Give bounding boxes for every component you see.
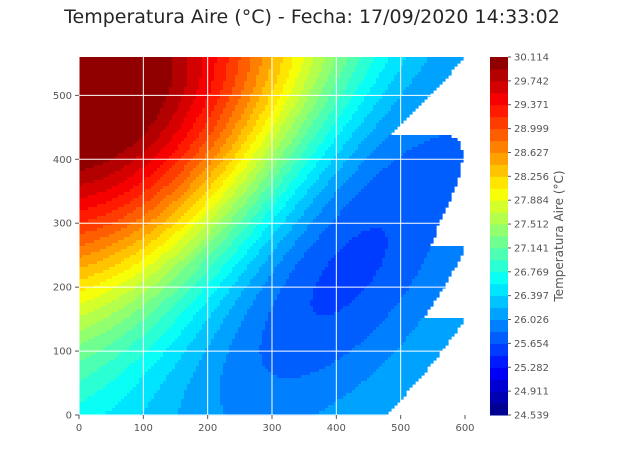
colorbar-segment [490, 116, 508, 130]
colorbar-segment [490, 152, 508, 165]
colorbar-segment [490, 224, 508, 237]
y-tick-label: 200 [53, 283, 72, 294]
colorbar-segment [490, 391, 508, 404]
colorbar-tick-label: 25.654 [514, 339, 549, 350]
x-axis: 0 100 200 300 400 500 600 [76, 415, 475, 434]
colorbar-segment [490, 212, 508, 225]
chart-title: Temperatura Aire (°C) - Fecha: 17/09/202… [64, 6, 560, 28]
colorbar-segment [490, 80, 508, 94]
x-tick-label: 100 [134, 423, 153, 434]
contour-field [79, 57, 464, 416]
colorbar-tick-label: 26.769 [514, 267, 549, 278]
colorbar-segment [490, 379, 508, 392]
colorbar-segment [490, 188, 508, 201]
colorbar-tick-label: 26.026 [514, 315, 549, 326]
colorbar-segment [490, 92, 508, 106]
y-tick-label: 300 [53, 219, 72, 230]
colorbar-tick-label: 27.512 [514, 220, 549, 231]
colorbar-segment [490, 164, 508, 177]
colorbar-tick-label: 27.141 [514, 243, 549, 254]
colorbar-label: Temperatura Aire (°C) [552, 170, 566, 302]
colorbar-segment [490, 200, 508, 213]
x-tick-label: 400 [327, 423, 346, 434]
colorbar-tick-label: 29.371 [514, 100, 549, 111]
colorbar-tick-label: 28.256 [514, 172, 549, 183]
x-tick-label: 0 [76, 423, 82, 434]
colorbar-tick-label: 26.397 [514, 291, 549, 302]
colorbar-segment [490, 295, 508, 309]
colorbar-tick-label: 29.742 [514, 76, 549, 87]
colorbar-segment [490, 307, 508, 321]
x-tick-label: 500 [391, 423, 410, 434]
colorbar-segment [490, 236, 508, 249]
colorbar-segment [490, 319, 508, 332]
colorbar-segment [490, 128, 508, 142]
colorbar-tick-label: 25.282 [514, 363, 549, 374]
colorbar-tick-label: 28.999 [514, 124, 549, 135]
y-axis: 0 100 200 300 400 500 [53, 91, 79, 422]
colorbar-segment [490, 104, 508, 118]
colorbar-segment [490, 176, 508, 189]
colorbar-segment [490, 271, 508, 285]
y-tick-label: 100 [53, 347, 72, 358]
x-tick-label: 300 [262, 423, 281, 434]
y-tick-label: 500 [53, 91, 72, 102]
colorbar-segment [490, 355, 508, 368]
y-tick-label: 400 [53, 155, 72, 166]
colorbar-tick-label: 28.627 [514, 148, 549, 159]
colorbar-segment [490, 331, 508, 344]
colorbar-tick-label: 30.114 [514, 53, 549, 64]
colorbar-segment [490, 283, 508, 297]
colorbar-segment [490, 259, 508, 273]
colorbar-segment [490, 140, 508, 153]
y-tick-label: 0 [66, 411, 72, 422]
colorbar-segment [490, 247, 508, 261]
colorbar-tick-label: 27.884 [514, 196, 549, 207]
colorbar: 24.539 24.911 25.282 25.654 26.026 26.397 26.7… [490, 53, 549, 422]
x-tick-label: 600 [455, 423, 474, 434]
colorbar-tick-label: 24.539 [514, 411, 549, 422]
x-tick-label: 200 [198, 423, 217, 434]
colorbar-segment [490, 68, 508, 82]
colorbar-segment [490, 343, 508, 356]
colorbar-segment [490, 367, 508, 380]
colorbar-segment [490, 57, 508, 70]
colorbar-segment [490, 403, 508, 416]
colorbar-tick-label: 24.911 [514, 387, 549, 398]
